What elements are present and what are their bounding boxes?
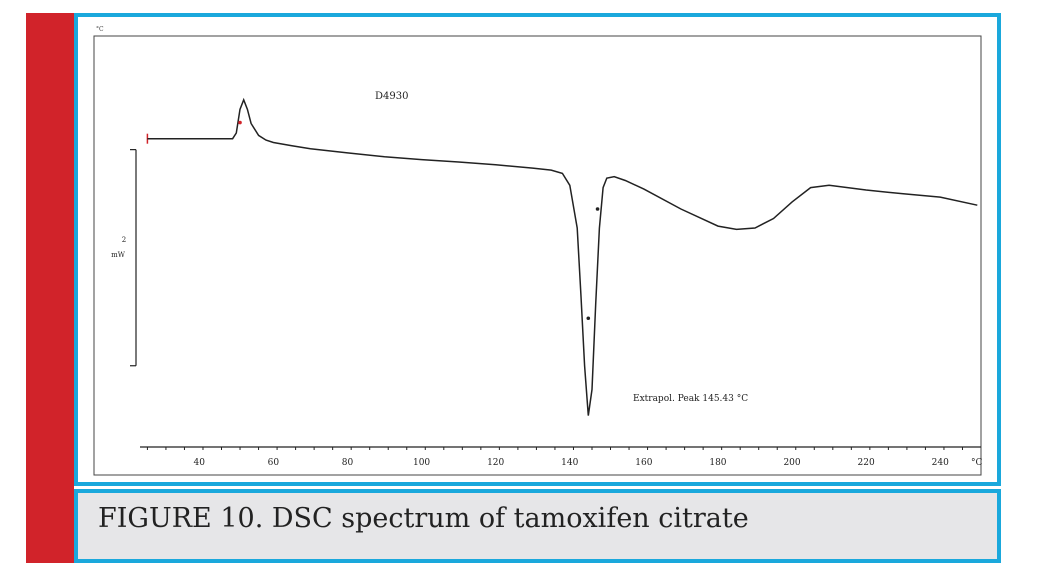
sample-label: D4930 [375, 91, 408, 102]
corner-unit-label: °C [96, 26, 104, 33]
caption-box: FIGURE 10. DSC spectrum of tamoxifen cit… [74, 489, 1001, 563]
x-tick-label: 160 [635, 458, 652, 468]
x-tick-label: 180 [709, 458, 726, 468]
curve-marker-0 [238, 120, 242, 125]
accent-bar [26, 13, 74, 563]
x-tick-label: 220 [858, 458, 875, 468]
scale-bar-value: 2 [122, 236, 126, 244]
x-tick-label: 60 [268, 458, 280, 468]
x-tick-label: 140 [561, 458, 578, 468]
scale-bar-unit: mW [111, 251, 126, 259]
x-tick-label: 40 [194, 458, 206, 468]
dsc-chart: °C D4930 2 mW Extrapol. Peak 145.43 °C 4… [93, 26, 983, 476]
x-tick-label: 120 [487, 458, 504, 468]
dsc-curve [147, 97, 978, 416]
x-tick-label: 240 [932, 458, 949, 468]
scale-bar: 2 mW [111, 149, 137, 367]
x-tick-label: 200 [783, 458, 800, 468]
plot-border [93, 35, 982, 476]
x-tick-label: 80 [342, 458, 354, 468]
figure-frame: °C D4930 2 mW Extrapol. Peak 145.43 °C 4… [74, 13, 1001, 486]
peak-annotation: Extrapol. Peak 145.43 °C [633, 394, 748, 404]
curve-marker-1 [586, 316, 591, 321]
x-tick-label: 100 [413, 458, 430, 468]
x-unit-label: °C [971, 458, 983, 468]
figure-caption: FIGURE 10. DSC spectrum of tamoxifen cit… [98, 503, 749, 534]
curve-marker-2 [595, 207, 600, 211]
